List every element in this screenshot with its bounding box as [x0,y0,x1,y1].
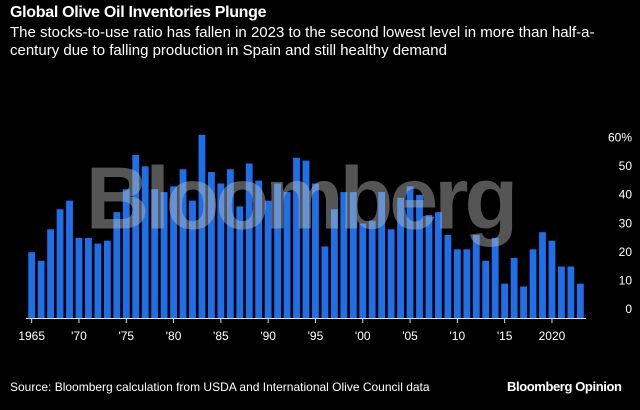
bar [548,240,556,318]
y-tick-label: 40 [619,188,633,202]
bar [85,237,92,318]
bar [151,189,159,318]
bar [94,243,102,318]
x-tick-label: '90 [260,329,276,343]
bar [576,283,584,318]
bar [472,235,480,318]
bar [103,240,111,318]
bar [132,154,140,318]
x-tick-label: 2020 [539,329,566,343]
bar [321,246,329,318]
bar [170,186,177,318]
x-tick-label: '05 [402,329,418,343]
bar [491,237,499,318]
bar [141,166,149,318]
bar [217,183,225,318]
bar [236,206,244,318]
bar [113,212,121,318]
x-tick-label: '80 [166,329,182,343]
bar [66,200,73,318]
bar [425,214,433,318]
bar [416,194,423,318]
bar [179,169,187,318]
bar [558,266,565,318]
brand: Bloomberg Opinion [507,379,622,394]
bar [510,257,518,318]
bar [435,212,442,318]
bar [349,192,357,318]
bar [444,235,452,318]
bar [274,183,282,318]
y-tick-label: 30 [619,216,633,230]
y-tick-label: 50 [619,159,633,173]
x-tick-label: '85 [213,329,229,343]
bar [406,186,414,318]
bar [463,249,471,318]
y-tick-label: 60% [608,130,632,144]
x-tick-label: '15 [497,329,513,343]
bar [387,229,395,318]
x-tick-label: '00 [355,329,371,343]
bar [122,189,130,318]
bar [340,192,348,318]
bar [302,160,310,318]
source-note: Source: Bloomberg calculation from USDA … [10,380,430,394]
chart-subtitle: The stocks-to-use ratio has fallen in 20… [10,24,595,59]
bar [37,260,45,318]
bar [283,192,291,318]
bar [501,283,509,318]
y-tick-label: 10 [619,274,633,288]
bar [539,232,546,318]
x-tick-label: '70 [71,329,87,343]
bars [28,134,584,318]
bar [482,260,490,318]
bar [293,157,300,318]
bar [198,134,206,318]
bar [245,163,253,318]
bar [189,200,196,318]
bar [567,266,575,318]
x-tick-label: 1965 [18,329,45,343]
bar [75,237,83,318]
bar [330,209,338,318]
bar [453,249,461,318]
bar [397,197,404,318]
y-tick-label: 0 [625,302,632,316]
x-tick-label: '95 [308,329,324,343]
x-tick-label: '75 [118,329,134,343]
bar [378,192,386,318]
bar [47,229,54,318]
bar [529,249,537,318]
bar [264,200,272,318]
bar [28,252,36,318]
x-tick-label: '10 [450,329,466,343]
chart-title: Global Olive Oil Inventories Plunge [10,4,267,21]
bar [208,172,215,318]
bar [368,220,376,318]
bar [312,183,319,318]
bar [359,223,367,318]
bar [56,209,64,318]
bar [255,180,263,318]
bar [520,286,527,318]
bar [160,192,168,318]
bar [226,169,234,318]
y-tick-label: 20 [619,245,633,259]
watermark: Bloomberg [86,148,514,247]
